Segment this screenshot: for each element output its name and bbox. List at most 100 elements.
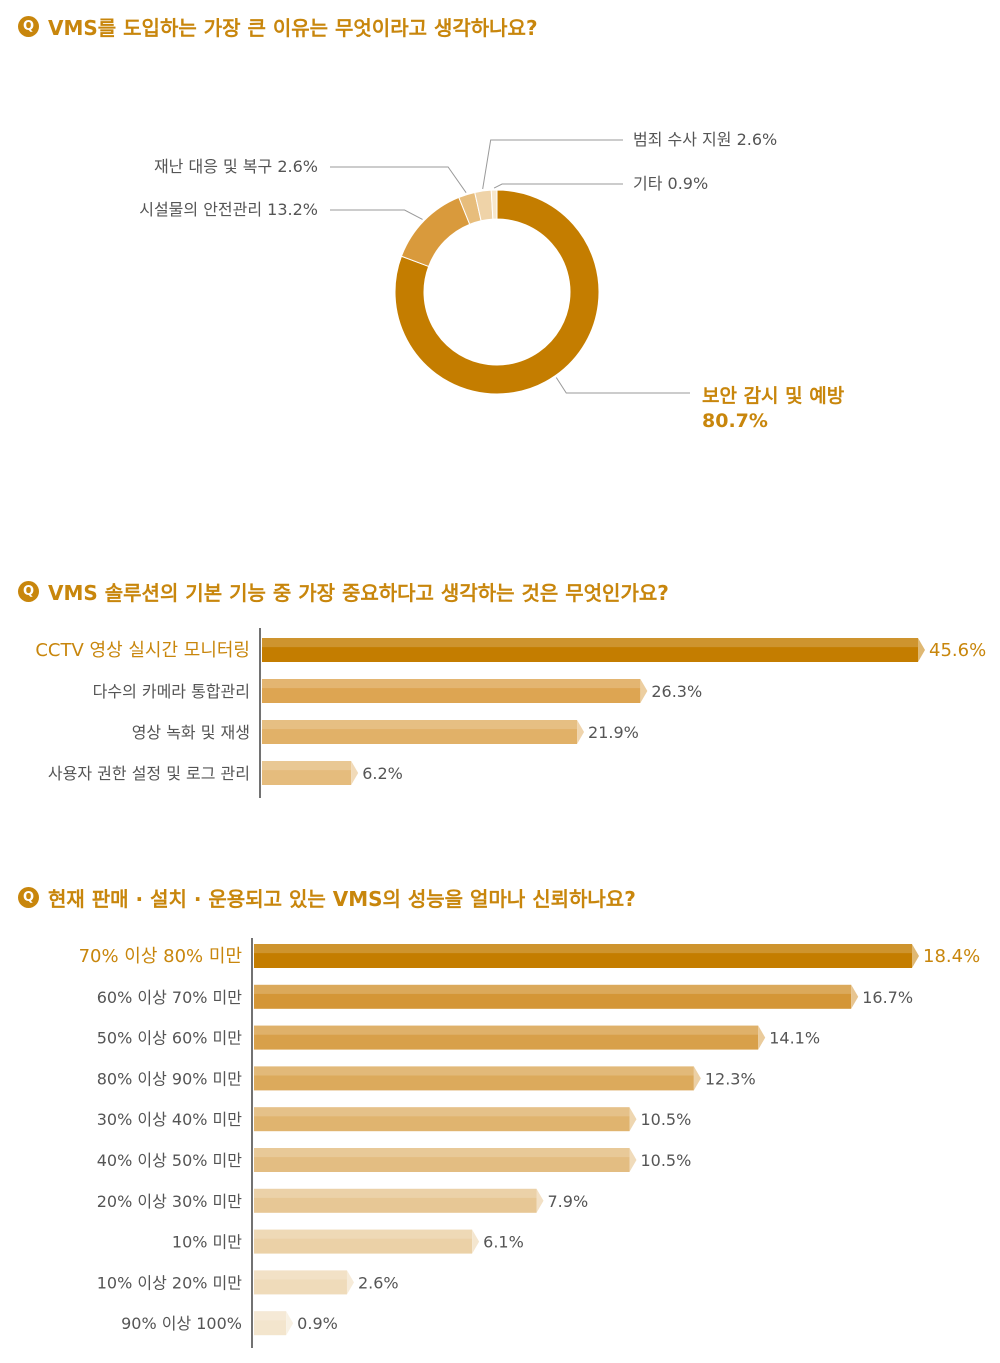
- bar-tip: [577, 720, 585, 744]
- category-label: 10% 미만: [172, 1233, 242, 1252]
- question-text: VMS 솔루션의 기본 기능 중 가장 중요하다고 생각하는 것은 무엇인가요?: [48, 581, 669, 605]
- category-label: 다수의 카메라 통합관리: [93, 682, 250, 701]
- leader-line: [493, 183, 623, 189]
- bar-row: 90% 이상 100% 0.9%: [121, 1311, 338, 1336]
- bar-shine: [254, 1188, 537, 1198]
- leader-line: [330, 209, 423, 220]
- question-badge-icon: Q: [18, 581, 39, 602]
- bar-row: CCTV 영상 실시간 모니터링 45.6%: [35, 638, 986, 662]
- trust-bar-chart: 70% 이상 80% 미만 18.4% 60% 이상 70% 미만 16.7% 50% …: [79, 938, 980, 1348]
- bar-tip: [629, 1148, 637, 1172]
- bar: [254, 944, 912, 968]
- bar-row: 10% 이상 20% 미만 2.6%: [97, 1270, 399, 1295]
- category-label: 영상 녹화 및 재생: [132, 723, 250, 742]
- bar: [254, 1311, 287, 1336]
- value-label: 16.7%: [862, 988, 913, 1007]
- question-title-reasons: Q VMS를 도입하는 가장 큰 이유는 무엇이라고 생각하나요?: [18, 12, 538, 41]
- bar-row: 80% 이상 90% 미만 12.3%: [97, 1066, 756, 1091]
- bar-row: 다수의 카메라 통합관리 26.3%: [93, 679, 702, 703]
- bar-row: 50% 이상 60% 미만 14.1%: [97, 1025, 820, 1050]
- value-label: 18.4%: [923, 946, 980, 967]
- bar-shine: [254, 1229, 473, 1239]
- bar-tip: [629, 1107, 637, 1132]
- value-label: 14.1%: [769, 1029, 820, 1048]
- slice-label: 범죄 수사 지원 2.6%: [633, 130, 777, 149]
- value-label: 45.6%: [929, 640, 986, 661]
- slice-value-label: 80.7%: [702, 410, 768, 432]
- bar-row: 10% 미만 6.1%: [172, 1229, 524, 1254]
- value-label: 6.1%: [483, 1233, 524, 1252]
- bar: [262, 761, 352, 785]
- category-label: CCTV 영상 실시간 모니터링: [35, 640, 250, 661]
- bar-shine: [254, 1270, 347, 1280]
- question-text: VMS를 도입하는 가장 큰 이유는 무엇이라고 생각하나요?: [48, 16, 538, 40]
- bar: [254, 1107, 630, 1132]
- category-label: 70% 이상 80% 미만: [79, 946, 242, 967]
- bar-tip: [912, 944, 919, 968]
- bar: [254, 1188, 537, 1213]
- bar-tip: [286, 1311, 294, 1336]
- bar: [262, 638, 918, 662]
- leader-line: [482, 139, 623, 190]
- donut-slice: [490, 189, 498, 220]
- question-badge-icon: Q: [18, 16, 39, 37]
- bar-shine: [262, 638, 918, 648]
- bar: [254, 1270, 347, 1295]
- category-label: 50% 이상 60% 미만: [97, 1029, 243, 1048]
- question-badge-icon: Q: [18, 887, 39, 908]
- value-label: 10.5%: [640, 1110, 691, 1129]
- leader-line: [330, 166, 467, 193]
- bar: [254, 1229, 473, 1254]
- value-label: 0.9%: [297, 1314, 338, 1333]
- value-label: 10.5%: [640, 1151, 691, 1170]
- bar-row: 30% 이상 40% 미만 10.5%: [97, 1107, 691, 1132]
- bar-tip: [346, 1270, 354, 1295]
- donut-chart: 보안 감시 및 예방 80.7% 시설물의 안전관리 13.2% 재난 대응 및 복구…: [139, 130, 845, 432]
- leader-line: [555, 377, 690, 394]
- slice-label: 시설물의 안전관리 13.2%: [139, 200, 318, 219]
- bar-row: 사용자 권한 설정 및 로그 관리 6.2%: [48, 761, 403, 785]
- bar-row: 60% 이상 70% 미만 16.7%: [97, 984, 913, 1009]
- question-text: 현재 판매 · 설치 · 운용되고 있는 VMS의 성능을 얼마나 신뢰하나요?: [48, 887, 636, 911]
- slice-label: 보안 감시 및 예방: [702, 385, 845, 407]
- bar-shine: [254, 1107, 630, 1117]
- bar-tip: [472, 1229, 480, 1254]
- bar-tip: [758, 1025, 766, 1050]
- bar-shine: [262, 720, 578, 730]
- category-label: 60% 이상 70% 미만: [97, 988, 243, 1007]
- bar-shine: [262, 679, 641, 689]
- value-label: 21.9%: [588, 723, 639, 742]
- bar: [262, 679, 641, 703]
- bar: [262, 720, 578, 744]
- functions-bar-chart: CCTV 영상 실시간 모니터링 45.6% 다수의 카메라 통합관리 26.3% 영상…: [35, 628, 986, 798]
- question-title-functions: Q VMS 솔루션의 기본 기능 중 가장 중요하다고 생각하는 것은 무엇인가…: [18, 577, 669, 606]
- bar-tip: [851, 984, 859, 1009]
- value-label: 2.6%: [358, 1273, 399, 1292]
- bar-tip: [536, 1188, 544, 1213]
- bar-shine: [262, 761, 352, 771]
- bar-tip: [640, 679, 648, 703]
- value-label: 7.9%: [548, 1192, 589, 1211]
- bar-shine: [254, 984, 852, 994]
- bar-shine: [254, 1311, 287, 1321]
- category-label: 80% 이상 90% 미만: [97, 1069, 243, 1088]
- category-label: 사용자 권한 설정 및 로그 관리: [48, 764, 250, 783]
- bar-tip: [693, 1066, 701, 1091]
- category-label: 90% 이상 100%: [121, 1314, 242, 1333]
- bar-shine: [254, 944, 912, 954]
- bar: [254, 1025, 759, 1050]
- bar-tip: [351, 761, 359, 785]
- donut-slice: [400, 196, 471, 268]
- donut-slice: [394, 189, 600, 395]
- value-label: 6.2%: [362, 764, 403, 783]
- bar: [254, 1148, 630, 1172]
- value-label: 12.3%: [705, 1069, 756, 1088]
- slice-label: 기타 0.9%: [633, 174, 708, 193]
- value-label: 26.3%: [651, 682, 702, 701]
- category-label: 10% 이상 20% 미만: [97, 1273, 243, 1292]
- bar-tip: [918, 638, 925, 662]
- category-label: 40% 이상 50% 미만: [97, 1151, 243, 1170]
- bar: [254, 1066, 694, 1091]
- bar-row: 20% 이상 30% 미만 7.9%: [97, 1188, 589, 1213]
